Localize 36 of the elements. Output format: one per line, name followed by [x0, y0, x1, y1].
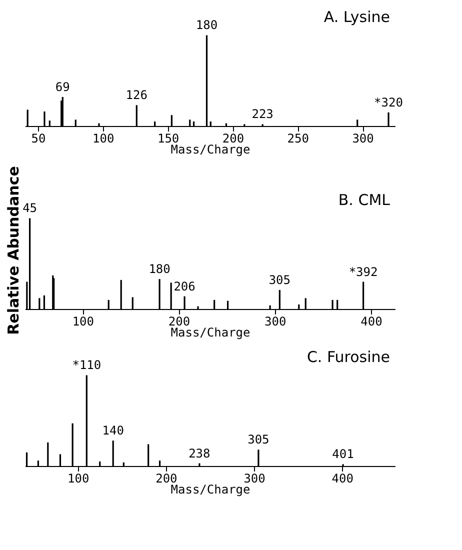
annotation: 305: [268, 272, 291, 287]
x-tick-label: 400: [360, 314, 382, 328]
x-tick-label: 300: [352, 132, 374, 146]
x-axis-title: Mass/Charge: [170, 142, 250, 156]
annotation: 238: [188, 446, 210, 460]
annotation: *110: [72, 358, 102, 372]
annotation: 69: [55, 80, 70, 94]
x-tick-label: 200: [168, 314, 190, 328]
x-axis-title: Mass/Charge: [170, 482, 250, 496]
annotation: *320: [374, 95, 403, 110]
x-tick-label: 200: [156, 472, 178, 486]
annotation: 45: [22, 201, 38, 216]
x-tick-label: 50: [31, 132, 46, 146]
annotation: 180: [196, 18, 218, 32]
x-tick-label: 100: [72, 314, 94, 328]
y-axis-title: Relative Abundance: [4, 166, 22, 335]
annotation: 206: [174, 279, 196, 294]
annotation: 305: [248, 432, 270, 447]
annotation: 126: [126, 88, 148, 102]
annotation: 140: [102, 424, 124, 438]
x-tick-label: 200: [222, 132, 244, 146]
x-axis-title: Mass/Charge: [170, 326, 250, 340]
x-tick-label: 400: [332, 472, 354, 486]
annotation: 401: [332, 447, 354, 462]
x-tick-label: 250: [287, 132, 309, 146]
x-tick-label: 150: [157, 132, 180, 146]
annotation: *392: [348, 264, 378, 279]
annotation: 180: [148, 262, 170, 276]
chart-title: A. Lysine: [324, 8, 390, 26]
chart-title: B. CML: [338, 191, 391, 209]
annotation: 223: [252, 107, 274, 122]
x-tick-label: 300: [244, 472, 266, 486]
x-tick-label: 300: [264, 314, 286, 328]
x-tick-label: 100: [92, 132, 114, 146]
chart-title: C. Furosine: [306, 348, 390, 366]
x-tick-label: 100: [68, 472, 90, 486]
